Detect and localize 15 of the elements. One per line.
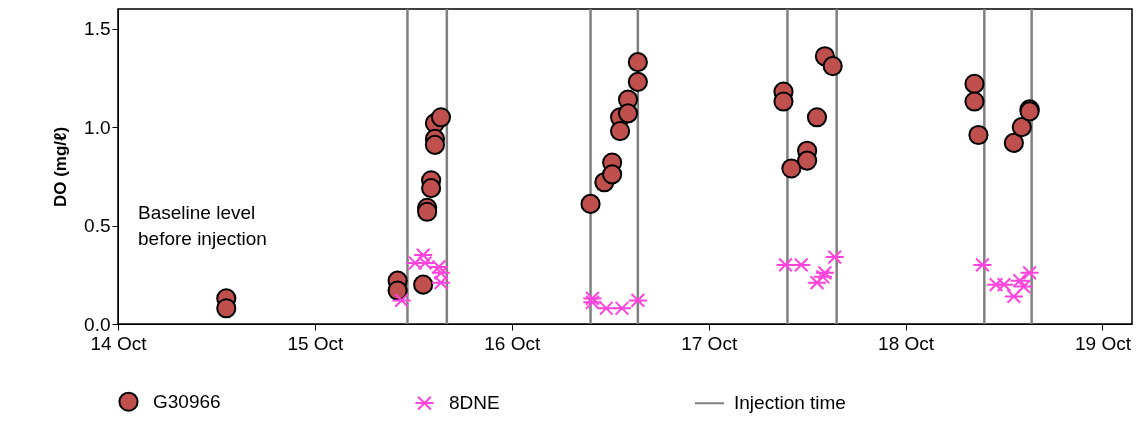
x-tick-label: 17 Oct <box>681 332 738 354</box>
y-axis-title: DO (mg/ℓ) <box>51 126 71 208</box>
x-tick-label: 19 Oct <box>1074 332 1132 354</box>
x-tick-label: 16 Oct <box>484 332 541 354</box>
x-tick-label: 15 Oct <box>287 332 345 354</box>
y-tick-label: 1.0 <box>84 116 111 138</box>
legend-label: 8DNE <box>449 392 500 414</box>
x-tick-label: 18 Oct <box>878 332 935 354</box>
legend-label: Injection time <box>734 392 846 414</box>
annotation: Baseline level before injection <box>138 202 267 249</box>
y-tick-label: 0.5 <box>84 215 111 237</box>
y-tick-label: 0.0 <box>84 313 111 335</box>
y-tick-label: 1.5 <box>84 18 111 40</box>
legend-label: G30966 <box>153 390 221 412</box>
x-tick-label: 14 Oct <box>90 332 148 354</box>
